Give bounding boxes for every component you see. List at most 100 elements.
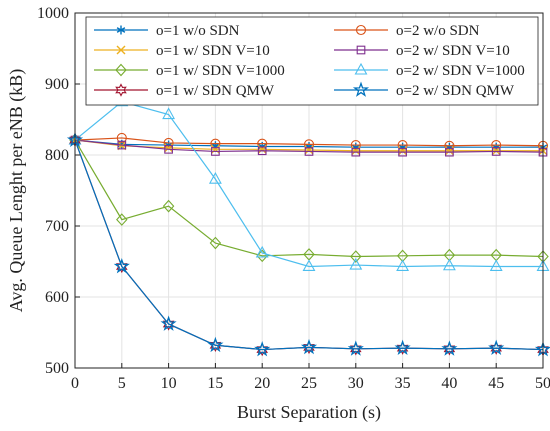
series-line (74, 137, 544, 147)
marker-stroke (116, 45, 126, 55)
data-point-marker (350, 250, 362, 263)
series-2 (69, 132, 549, 151)
legend-entry: o=2 w/ SDN V=10 (334, 43, 510, 59)
data-point-marker (445, 147, 454, 157)
data-point-marker (491, 147, 501, 156)
data-point-marker (162, 107, 176, 120)
data-point-marker (302, 259, 316, 272)
data-point-marker (162, 199, 175, 213)
data-point-marker (351, 147, 361, 157)
data-point-marker (347, 340, 364, 356)
x-tick-label: 5 (118, 375, 126, 392)
legend-label: o=2 w/ SDN V=10 (396, 43, 510, 59)
legend-marker (354, 62, 368, 75)
data-point-marker (211, 147, 220, 156)
legend-box (85, 16, 539, 106)
data-point-marker (116, 259, 128, 274)
data-point-marker (113, 257, 130, 274)
data-point-marker (398, 147, 407, 157)
data-point-marker (441, 340, 458, 356)
series-line (74, 139, 544, 351)
data-point-marker (489, 259, 503, 272)
data-point-marker (304, 147, 314, 156)
legend-label: o=1 w/o SDN (156, 23, 240, 39)
data-point-marker (116, 132, 127, 144)
legend-label: o=2 w/ SDN QMW (396, 83, 515, 99)
marker-stroke (210, 144, 220, 154)
x-tick-label: 10 (161, 375, 177, 392)
y-tick-label: 600 (45, 289, 69, 306)
legend-marker (116, 25, 126, 35)
data-point-marker (490, 341, 502, 355)
y-tick-label: 700 (45, 218, 69, 235)
data-point-marker (164, 144, 173, 154)
data-point-marker (443, 342, 456, 356)
legend-marker (115, 63, 127, 77)
data-point-marker (397, 140, 408, 151)
legend-entry: o=1 w/ SDN QMW (94, 83, 275, 99)
data-point-marker (442, 258, 456, 271)
data-point-marker (394, 339, 411, 355)
data-point-marker (256, 342, 268, 357)
data-point-marker (396, 341, 409, 355)
legend-marker (352, 81, 370, 97)
legend-marker (356, 45, 366, 55)
data-point-marker (491, 140, 502, 151)
data-point-marker (116, 213, 128, 226)
legend: o=1 w/o SDN o=2 w/o SDN o=1 w/ SDN V=10 o=2… (85, 16, 539, 106)
data-point-marker (254, 341, 271, 357)
x-tick-label: 30 (348, 375, 364, 392)
x-tick-label: 50 (535, 375, 550, 392)
y-axis-title: Avg. Queue Lenght per eNB (kB) (6, 69, 27, 313)
data-point-marker (396, 259, 410, 272)
series-line (74, 139, 544, 153)
x-tick-label: 35 (395, 375, 411, 392)
data-point-marker (257, 146, 267, 156)
y-tick-label: 900 (45, 76, 69, 93)
series-line (74, 101, 543, 268)
data-point-marker (160, 315, 177, 331)
legend-label: o=1 w/ SDN V=1000 (156, 63, 285, 79)
data-point-marker (117, 140, 127, 150)
data-point-marker (162, 317, 175, 331)
legend-entry: o=1 w/o SDN (94, 23, 240, 39)
series-8 (66, 131, 550, 357)
data-point-marker (303, 139, 315, 150)
legend-label: o=2 w/ SDN V=1000 (396, 63, 525, 79)
data-point-marker (300, 338, 318, 355)
x-tick-label: 25 (301, 375, 317, 392)
data-point-marker (208, 171, 222, 184)
y-tick-label: 1000 (37, 5, 69, 22)
data-point-marker (350, 140, 361, 151)
data-point-marker (303, 340, 315, 355)
y-tick-label: 500 (45, 360, 69, 377)
x-tick-label: 15 (207, 375, 223, 392)
axis-ticks: 0 5 10 15 20 25 30 35 40 45 50 500 600 700 800 900 1000 (37, 5, 550, 392)
data-point-marker (255, 245, 269, 258)
legend-label: o=2 w/o SDN (396, 23, 480, 39)
legend-label: o=1 w/ SDN V=10 (156, 43, 270, 59)
marker-stroke (116, 27, 126, 33)
data-point-marker (349, 257, 363, 270)
x-tick-label: 0 (71, 375, 79, 392)
x-tick-label: 45 (488, 375, 504, 392)
legend-entry: o=1 w/ SDN V=10 (94, 43, 270, 59)
x-tick-label: 40 (441, 375, 457, 392)
data-point-marker (207, 336, 224, 353)
y-tick-label: 800 (45, 147, 69, 164)
legend-entry: o=1 w/ SDN V=1000 (94, 63, 285, 79)
legend-label: o=1 w/ SDN QMW (156, 83, 275, 99)
legend-marker (355, 24, 367, 36)
data-point-marker (488, 339, 505, 355)
legend-entry: o=2 w/o SDN (334, 23, 480, 39)
data-point-marker (257, 138, 268, 149)
x-tick-label: 20 (254, 375, 270, 392)
series-line (74, 139, 544, 258)
data-point-marker (209, 236, 222, 250)
legend-entry: o=2 w/ SDN V=1000 (334, 62, 525, 79)
x-axis-title: Burst Separation (s) (237, 402, 381, 423)
legend-marker (115, 83, 127, 97)
legend-entry: o=2 w/ SDN QMW (334, 81, 515, 99)
legend-marker (116, 45, 126, 55)
